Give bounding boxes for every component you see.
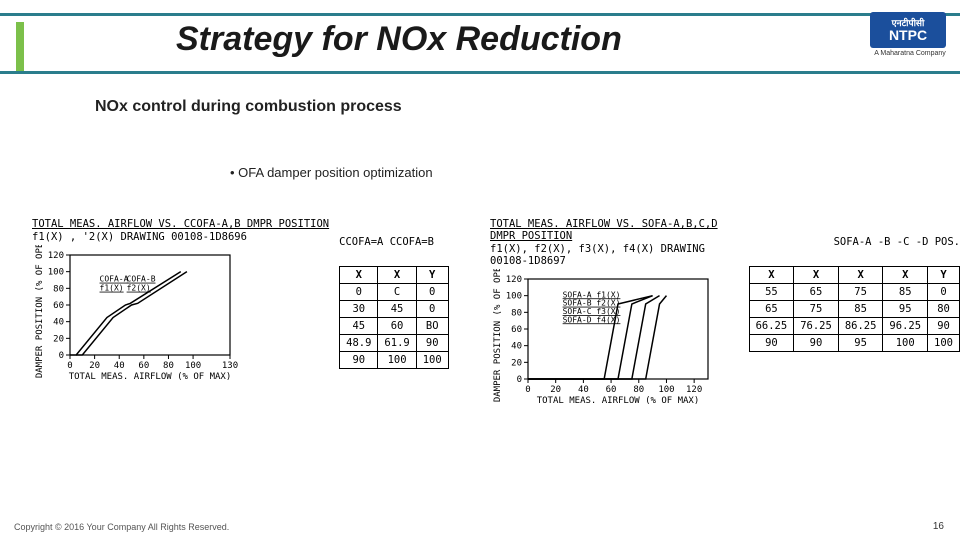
svg-text:SOFA-D f4(X): SOFA-D f4(X) <box>563 315 621 324</box>
table-sofa-wrap: SOFA-A -B -C -D POS. XXXXY55657585065758… <box>749 218 960 423</box>
page-title: Strategy for NOx Reduction <box>176 20 622 59</box>
svg-text:80: 80 <box>633 385 644 395</box>
svg-text:40: 40 <box>114 361 125 371</box>
svg-text:COFA-B: COFA-B <box>127 275 156 284</box>
svg-text:0: 0 <box>59 351 64 361</box>
table-ccofa-wrap: CCOFA=A CCOFA=B XXY0C0304504560BO48.961.… <box>339 218 449 399</box>
bullet-ofa: OFA damper position optimization <box>230 165 433 180</box>
chart-ccofa: TOTAL MEAS. AIRFLOW VS. CCOFA-A,B DMPR P… <box>32 218 329 399</box>
svg-text:DAMPER POSITION (% OF OPEN): DAMPER POSITION (% OF OPEN) <box>35 245 45 378</box>
svg-text:120: 120 <box>686 385 702 395</box>
svg-text:40: 40 <box>511 342 522 352</box>
logo-box: एनटीपीसी NTPC <box>870 12 946 48</box>
svg-text:80: 80 <box>163 361 174 371</box>
table-ccofa: XXY0C0304504560BO48.961.99090100100 <box>339 266 449 369</box>
accent-green-bar <box>16 22 24 74</box>
table-ccofa-head: CCOFA=A CCOFA=B <box>339 236 449 248</box>
svg-text:60: 60 <box>606 385 617 395</box>
chart-sofa-svg: 020406080100120020406080100120TOTAL MEAS… <box>490 269 730 423</box>
svg-text:100: 100 <box>658 385 674 395</box>
svg-text:TOTAL MEAS. AIRFLOW (% OF MAX): TOTAL MEAS. AIRFLOW (% OF MAX) <box>69 372 232 382</box>
svg-text:20: 20 <box>550 385 561 395</box>
svg-text:100: 100 <box>48 268 64 278</box>
svg-text:120: 120 <box>48 251 64 261</box>
svg-text:130: 130 <box>222 361 238 371</box>
svg-text:0: 0 <box>67 361 72 371</box>
fig-right-sub: f1(X), f2(X), f3(X), f4(X) DRAWING 00108… <box>490 243 739 267</box>
logo-en: NTPC <box>889 28 927 42</box>
table-sofa: XXXXY556575850657585958066.2576.2586.259… <box>749 266 960 352</box>
svg-text:100: 100 <box>506 292 522 302</box>
svg-text:20: 20 <box>511 358 522 368</box>
svg-text:100: 100 <box>185 361 201 371</box>
svg-text:f2(X): f2(X) <box>127 284 151 293</box>
svg-text:TOTAL MEAS. AIRFLOW (% OF MAX): TOTAL MEAS. AIRFLOW (% OF MAX) <box>537 396 700 406</box>
page-number: 16 <box>933 521 944 532</box>
svg-text:20: 20 <box>53 334 64 344</box>
section-subtitle: NOx control during combustion process <box>95 98 402 116</box>
svg-text:60: 60 <box>511 325 522 335</box>
mid-rule <box>0 71 960 74</box>
svg-text:f1(X): f1(X) <box>100 284 124 293</box>
figure-left: TOTAL MEAS. AIRFLOW VS. CCOFA-A,B DMPR P… <box>32 218 449 399</box>
svg-text:60: 60 <box>138 361 149 371</box>
figure-right: TOTAL MEAS. AIRFLOW VS. SOFA-A,B,C,D DMP… <box>490 218 960 423</box>
svg-text:80: 80 <box>511 308 522 318</box>
svg-text:0: 0 <box>525 385 530 395</box>
fig-right-title: TOTAL MEAS. AIRFLOW VS. SOFA-A,B,C,D DMP… <box>490 218 739 242</box>
svg-text:80: 80 <box>53 284 64 294</box>
svg-text:COFA-A: COFA-A <box>100 275 129 284</box>
svg-text:0: 0 <box>517 375 522 385</box>
top-rule <box>0 13 960 16</box>
chart-ccofa-svg: 0 20 40 60 80 100 120 0 20 40 60 80 100 130TOTAL MEAS… <box>32 245 252 399</box>
svg-text:DAMPER POSITION (% OF OPEN): DAMPER POSITION (% OF OPEN) <box>493 269 503 402</box>
fig-left-title: TOTAL MEAS. AIRFLOW VS. CCOFA-A,B DMPR P… <box>32 218 329 230</box>
svg-text:60: 60 <box>53 301 64 311</box>
svg-text:40: 40 <box>53 318 64 328</box>
ntpc-logo: एनटीपीसी NTPC A Maharatna Company <box>870 12 950 57</box>
chart-sofa: TOTAL MEAS. AIRFLOW VS. SOFA-A,B,C,D DMP… <box>490 218 739 423</box>
fig-left-sub: f1(X) , '2(X) DRAWING 00108-1D8696 <box>32 231 329 243</box>
svg-text:40: 40 <box>578 385 589 395</box>
footer-copyright: Copyright © 2016 Your Company All Rights… <box>14 522 229 532</box>
table-sofa-head: SOFA-A -B -C -D POS. <box>749 236 960 248</box>
svg-text:20: 20 <box>89 361 100 371</box>
svg-text:120: 120 <box>506 275 522 285</box>
logo-sub: A Maharatna Company <box>870 50 950 57</box>
